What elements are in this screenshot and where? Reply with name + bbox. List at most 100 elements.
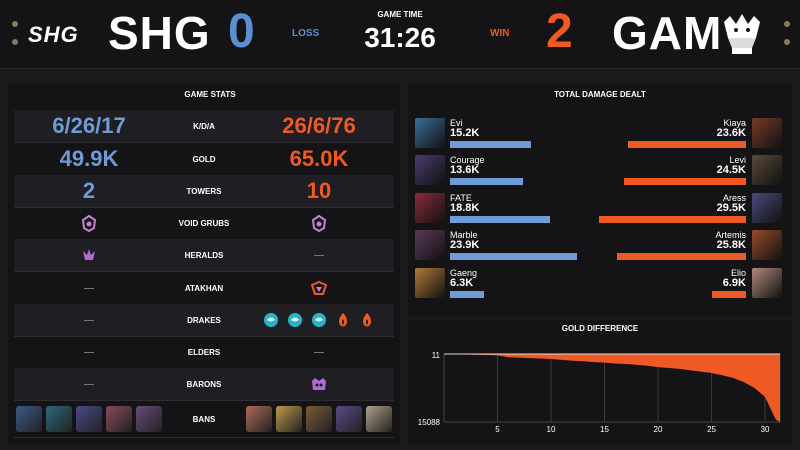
- menu-dots-icon[interactable]: [10, 21, 20, 57]
- champion-portrait: [752, 230, 782, 260]
- player-name: Courage: [450, 155, 485, 165]
- gam-logo-icon: [724, 14, 760, 54]
- menu-dots-right-icon[interactable]: [782, 21, 792, 57]
- stat-red-cell: [244, 272, 394, 304]
- damage-value: 6.3K: [450, 277, 474, 289]
- red-team-name: GAM: [612, 7, 723, 59]
- damage-bar: [598, 216, 746, 223]
- infernal-drake-icon: [339, 313, 347, 327]
- stat-label: VOID GRUBS: [178, 218, 230, 228]
- stat-row: BANS: [14, 401, 394, 438]
- champion-portrait: [752, 118, 782, 148]
- gold-diff-title: GOLD DIFFERENCE: [561, 324, 639, 333]
- ocean-drake-icon: [288, 313, 302, 327]
- ocean-drake-icon: [264, 313, 278, 327]
- stat-red-cell: 26/6/76: [244, 110, 394, 142]
- stat-row: VOID GRUBS: [14, 207, 394, 240]
- damage-bar: [450, 141, 532, 148]
- x-tick-label: 25: [707, 425, 716, 434]
- stat-row: BARONS: [14, 368, 394, 401]
- ban-champion-portrait: [46, 406, 72, 432]
- champion-portrait: [415, 193, 445, 223]
- ban-champion-portrait: [246, 406, 272, 432]
- ban-champion-portrait: [336, 406, 362, 432]
- player-name: Aress: [722, 193, 746, 203]
- stat-blue-cell: [14, 401, 164, 437]
- ban-champion-portrait: [16, 406, 42, 432]
- stat-label: BANS: [192, 414, 216, 424]
- stat-blue-cell: [14, 239, 164, 271]
- stat-red-cell: [244, 239, 394, 271]
- player-name: Levi: [729, 155, 746, 165]
- stat-red-cell: [244, 207, 394, 239]
- damage-panel: [408, 84, 792, 316]
- stat-row: 6/26/17 K/D/A 26/6/76: [14, 110, 394, 143]
- atakhan-icon: [310, 280, 328, 295]
- none-dash: [314, 351, 324, 353]
- gold-area: [444, 354, 780, 422]
- stat-red-cell: [244, 304, 394, 336]
- stat-row: DRAKES: [14, 304, 394, 337]
- y-bottom-label: 15088: [418, 418, 441, 427]
- stat-row: 49.9K GOLD 65.0K: [14, 143, 394, 176]
- herald-icon: [83, 249, 95, 260]
- ban-champion-portrait: [76, 406, 102, 432]
- damage-title: TOTAL DAMAGE DEALT: [554, 90, 646, 99]
- blue-stat-value: 6/26/17: [52, 113, 126, 138]
- none-dash: [84, 351, 94, 353]
- stat-row: HERALDS: [14, 239, 394, 272]
- damage-bar: [450, 216, 551, 223]
- ocean-drake-icon: [312, 313, 326, 327]
- champion-portrait: [415, 155, 445, 185]
- void-grub-icon: [311, 214, 327, 232]
- none-dash: [314, 254, 324, 256]
- stat-red-cell: [244, 368, 394, 400]
- damage-bar: [450, 291, 484, 298]
- stat-blue-cell: 6/26/17: [14, 110, 164, 142]
- stat-label: GOLD: [192, 154, 216, 164]
- damage-value: 23.9K: [450, 239, 480, 251]
- stat-blue-cell: [14, 207, 164, 239]
- champion-portrait: [752, 268, 782, 298]
- damage-value: 25.8K: [716, 239, 746, 251]
- stat-row: 2 TOWERS 10: [14, 175, 394, 208]
- champion-portrait: [415, 230, 445, 260]
- damage-value: 15.2K: [450, 127, 480, 139]
- stat-blue-cell: [14, 272, 164, 304]
- champion-portrait: [415, 118, 445, 148]
- ban-champion-portrait: [136, 406, 162, 432]
- stat-red-cell: 65.0K: [244, 143, 394, 175]
- none-dash: [84, 287, 94, 289]
- stat-label: ELDERS: [187, 347, 221, 357]
- infernal-drake-icon: [363, 313, 371, 327]
- x-tick-label: 10: [547, 425, 556, 434]
- game-time: 31:26: [364, 22, 436, 53]
- stat-row: ELDERS: [14, 336, 394, 369]
- champion-portrait: [752, 155, 782, 185]
- stat-label: ATAKHAN: [184, 283, 224, 293]
- stat-blue-cell: [14, 368, 164, 400]
- none-dash: [84, 319, 94, 321]
- stat-red-cell: [244, 401, 394, 437]
- scoreboard-header: SHG SHG 0 LOSS GAME TIME 31:26 WIN 2 GAM: [0, 0, 800, 69]
- stat-blue-cell: 2: [14, 175, 164, 207]
- game-stats-title: GAME STATS: [184, 90, 236, 99]
- champion-portrait: [415, 268, 445, 298]
- x-tick-label: 15: [600, 425, 609, 434]
- game-time-label: GAME TIME: [377, 10, 423, 19]
- damage-value: 29.5K: [716, 202, 746, 214]
- stat-label: HERALDS: [184, 250, 224, 260]
- damage-bar: [623, 178, 746, 185]
- x-tick-label: 20: [654, 425, 663, 434]
- player-name: Gaeng: [450, 268, 478, 278]
- player-name: Elio: [730, 268, 746, 278]
- blue-stat-value: 2: [82, 178, 96, 203]
- gold-difference-chart: 11 15088 5 10 15 20 25 30: [418, 351, 781, 434]
- red-stat-value: 26/6/76: [282, 113, 356, 138]
- none-dash: [84, 383, 94, 385]
- damage-bar: [450, 253, 578, 260]
- champion-portrait: [752, 193, 782, 223]
- stat-red-cell: [244, 336, 394, 368]
- damage-value: 6.9K: [722, 277, 746, 289]
